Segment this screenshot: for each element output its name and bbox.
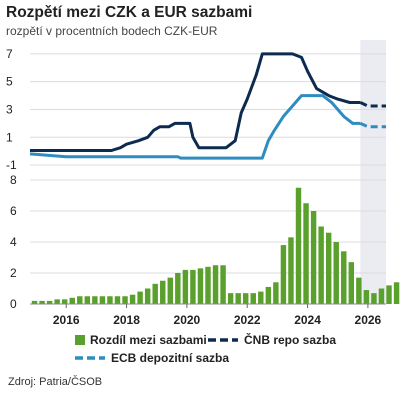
spread-bar	[371, 293, 377, 304]
spread-bar	[265, 286, 272, 304]
spread-bar	[288, 237, 294, 304]
spread-bar	[341, 251, 347, 304]
spread-bar	[212, 265, 219, 304]
spread-bar	[46, 300, 53, 304]
forecast-band	[360, 40, 386, 304]
spread-bar	[39, 300, 45, 304]
x-tick-label: 2022	[234, 313, 261, 327]
spread-bar	[273, 282, 279, 304]
spread-bar	[160, 280, 166, 304]
spread-bar	[363, 290, 370, 304]
legend-cnb-swatch	[208, 338, 238, 342]
spread-bar	[175, 273, 181, 304]
spread-bar	[84, 296, 91, 304]
spread-bar	[167, 277, 174, 304]
legend-spread-swatch	[75, 335, 85, 345]
legend-spread: Rozdíl mezi sazbami	[75, 333, 207, 347]
spread-bar	[144, 288, 151, 304]
top-y-tick-label: 5	[6, 75, 13, 89]
top-y-tick-label: 7	[6, 47, 13, 61]
x-tick-label: 2024	[294, 313, 321, 327]
spread-chart: 7 5 3 1 -18 6 4 2 0 2016 2018 2020 2022 2024 2026	[6, 40, 400, 327]
bottom-y-tick-label: 4	[10, 235, 17, 249]
spread-bar	[205, 266, 211, 304]
spread-bar	[393, 282, 400, 304]
spread-bar	[356, 277, 362, 304]
legend-cnb: ČNB repo sazba	[208, 333, 336, 347]
cnb-repo-line-actual	[30, 52, 361, 152]
spread-bar	[99, 296, 106, 304]
bottom-y-tick-label: 2	[10, 266, 17, 280]
spread-bar	[152, 283, 158, 304]
spread-bar	[280, 245, 287, 304]
ecb-deposit-line-forecast	[359, 122, 386, 129]
spread-bar	[129, 294, 136, 304]
spread-bar	[235, 293, 241, 304]
spread-bar	[77, 296, 83, 304]
spread-bar	[137, 291, 143, 304]
spread-bar	[61, 299, 68, 304]
spread-bar	[190, 269, 196, 304]
spread-bar	[69, 297, 75, 304]
legend-spread-label: Rozdíl mezi sazbami	[90, 333, 207, 347]
spread-bar	[197, 268, 204, 304]
bottom-y-tick-label: 6	[10, 204, 17, 218]
spread-bar	[386, 285, 392, 304]
legend-ecb: ECB depozitní sazba	[75, 351, 229, 365]
top-y-tick-label: 1	[6, 130, 13, 144]
spread-bar	[250, 293, 256, 304]
spread-bar	[182, 269, 189, 304]
spread-bar	[92, 296, 98, 304]
spread-bar	[122, 296, 128, 304]
x-tick-label: 2018	[113, 313, 140, 327]
spread-bar	[303, 203, 309, 304]
spread-bar	[107, 296, 113, 304]
spread-bar	[54, 299, 60, 304]
spread-bar	[114, 296, 121, 304]
spread-bar	[325, 232, 332, 304]
spread-bar	[333, 242, 339, 304]
spread-bar	[258, 291, 264, 304]
spread-bar	[310, 211, 317, 304]
spread-bar	[220, 265, 226, 304]
ecb-deposit-line-actual	[29, 94, 361, 160]
source-note: Zdroj: Patria/ČSOB	[8, 376, 103, 388]
cnb-repo-line-forecast	[359, 101, 386, 108]
bottom-y-tick-label: 0	[10, 297, 17, 311]
x-tick-label: 2026	[355, 313, 382, 327]
chart-subtitle: rozpětí v procentních bodech CZK-EUR	[6, 24, 218, 38]
spread-bar	[348, 262, 355, 304]
spread-bar	[31, 300, 38, 304]
spread-bar	[295, 187, 302, 304]
legend-cnb-label: ČNB repo sazba	[244, 333, 337, 347]
top-y-tick-label: -1	[6, 158, 17, 172]
legend-ecb-swatch	[75, 356, 105, 360]
spread-bar	[242, 293, 249, 304]
top-y-tick-label: 3	[6, 102, 13, 116]
spread-bar	[227, 293, 234, 304]
x-tick-label: 2020	[174, 313, 201, 327]
legend-ecb-label: ECB depozitní sazba	[111, 351, 230, 365]
spread-bar	[378, 288, 385, 304]
x-tick-label: 2016	[53, 313, 80, 327]
chart-title: Rozpětí mezi CZK a EUR sazbami	[6, 4, 253, 21]
bottom-y-tick-label: 8	[10, 173, 17, 187]
spread-bar	[318, 226, 324, 304]
